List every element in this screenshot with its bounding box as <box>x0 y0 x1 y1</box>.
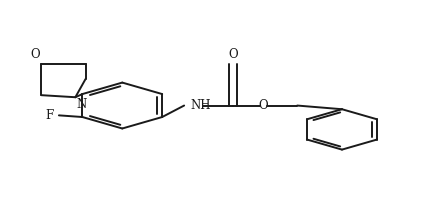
Text: NH: NH <box>190 99 211 112</box>
Text: O: O <box>229 48 238 61</box>
Text: O: O <box>258 99 268 112</box>
Text: N: N <box>77 98 87 111</box>
Text: F: F <box>45 109 54 122</box>
Text: O: O <box>30 48 40 61</box>
